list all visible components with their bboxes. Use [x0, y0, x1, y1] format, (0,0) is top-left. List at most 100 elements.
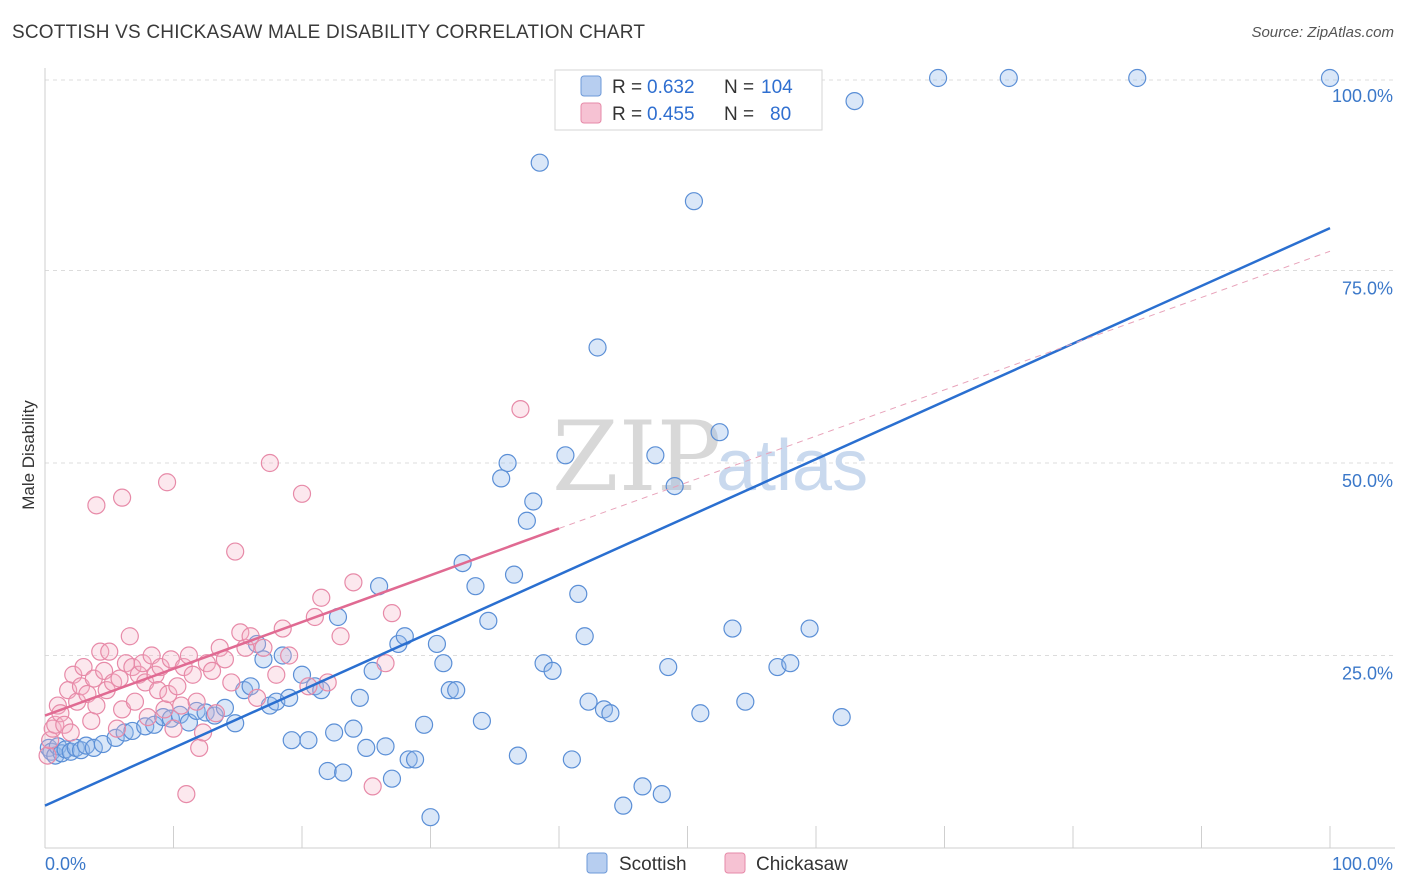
legend-n-label-scottish: N = [724, 77, 754, 98]
data-point-chickasaw [61, 723, 80, 742]
data-point-scottish [601, 704, 620, 723]
data-point-scottish [575, 627, 594, 646]
data-point-chickasaw [148, 681, 168, 700]
data-point-chickasaw [172, 696, 191, 715]
legend-r-value-scottish: 0.632 [647, 77, 695, 98]
x-tick-label: 100.0% [1332, 854, 1393, 874]
data-point-chickasaw [363, 777, 382, 796]
data-point-scottish [318, 761, 337, 781]
data-point-scottish [845, 91, 864, 111]
data-point-scottish [466, 577, 485, 596]
data-point-scottish [646, 446, 665, 465]
data-point-scottish [508, 746, 527, 765]
data-point-scottish [781, 654, 800, 673]
data-point-scottish [344, 719, 363, 738]
data-point-chickasaw [254, 638, 273, 657]
data-point-scottish [299, 731, 318, 750]
data-point-scottish [665, 477, 684, 496]
data-point-scottish [440, 681, 459, 700]
data-point-chickasaw [100, 642, 119, 661]
bottom-legend: Scottish Chickasaw [586, 852, 848, 875]
data-point-scottish [405, 750, 425, 769]
data-point-scottish [434, 654, 453, 673]
tick-labels: 25.0% 50.0% 75.0% 100.0% 0.0% 100.0% [45, 86, 1393, 874]
data-point-scottish [273, 646, 292, 665]
x-tick-label: 0.0% [45, 854, 86, 874]
data-point-scottish [504, 565, 524, 584]
data-point-scottish [652, 784, 671, 804]
data-point-scottish [414, 715, 434, 734]
data-point-scottish [350, 688, 369, 707]
data-point-scottish [382, 769, 402, 788]
data-point-chickasaw [226, 542, 245, 561]
data-point-chickasaw [107, 719, 127, 738]
data-point-scottish [530, 153, 549, 172]
data-point-scottish [659, 657, 678, 677]
data-point-chickasaw [164, 719, 183, 738]
legend-n-label-chickasaw: N = [724, 104, 754, 125]
data-point-scottish [800, 619, 819, 638]
source-label: Source: ZipAtlas.com [1251, 24, 1394, 41]
data-point-scottish [84, 738, 103, 758]
data-point-scottish [710, 423, 729, 442]
y-tick-label: 75.0% [1342, 279, 1393, 299]
data-point-scottish [524, 492, 543, 511]
data-point-chickasaw [190, 738, 209, 758]
data-point-chickasaw [168, 677, 187, 696]
data-point-scottish [479, 611, 498, 630]
legend-swatch-scottish [580, 75, 602, 97]
data-point-scottish [684, 192, 704, 211]
data-point-chickasaw [344, 573, 363, 592]
data-point-chickasaw [183, 665, 202, 684]
data-point-scottish [106, 728, 125, 747]
data-point-chickasaw [280, 646, 299, 665]
bottom-legend-scottish: Scottish [619, 854, 687, 875]
data-point-scottish [215, 698, 234, 717]
y-tick-label: 25.0% [1342, 664, 1393, 684]
trend-line-scottish [44, 227, 1331, 807]
data-point-chickasaw [138, 707, 157, 727]
legend-n-value-chickasaw: 80 [770, 104, 791, 125]
data-point-chickasaw [155, 700, 174, 719]
data-point-scottish [569, 584, 588, 604]
data-point-scottish [357, 738, 376, 758]
bottom-legend-swatch-chickasaw [724, 852, 746, 874]
data-point-scottish [633, 777, 652, 796]
data-point-chickasaw [312, 588, 331, 607]
data-point-chickasaw [177, 784, 196, 804]
data-point-scottish [334, 763, 353, 782]
data-point-scottish [1320, 68, 1340, 88]
data-point-chickasaw [187, 692, 206, 711]
data-point-chickasaw [382, 604, 402, 623]
data-point-chickasaw [38, 746, 57, 765]
legend-n-value-scottish: 104 [761, 77, 793, 98]
data-point-chickasaw [241, 627, 260, 646]
data-point-scottish [579, 692, 598, 711]
y-axis-title: Male Disability [19, 400, 38, 510]
chart-title: SCOTTISH VS CHICKASAW MALE DISABILITY CO… [12, 22, 646, 43]
data-point-chickasaw [267, 665, 286, 684]
data-point-scottish [241, 677, 260, 696]
data-point-scottish [691, 704, 710, 723]
data-point-chickasaw [82, 711, 101, 731]
data-point-scottish [325, 723, 344, 742]
data-point-scottish [472, 711, 491, 731]
data-point-chickasaw [87, 496, 106, 515]
data-point-scottish [282, 731, 301, 750]
data-point-chickasaw [331, 627, 350, 646]
data-point-scottish [832, 707, 851, 727]
y-tick-label: 100.0% [1332, 86, 1393, 106]
data-point-scottish [421, 808, 440, 827]
legend-r-label-scottish: R = [612, 77, 642, 98]
data-point-scottish [517, 511, 536, 530]
data-point-scottish [543, 661, 562, 681]
data-point-scottish [447, 681, 466, 700]
data-point-chickasaw [222, 673, 241, 692]
data-point-scottish [562, 750, 581, 769]
bottom-legend-chickasaw: Chickasaw [756, 854, 848, 875]
data-point-scottish [723, 619, 742, 638]
data-point-chickasaw [202, 661, 222, 681]
data-point-scottish [556, 446, 575, 465]
data-point-scottish [376, 737, 395, 756]
trend-line-chickasaw-extension [558, 250, 1331, 529]
